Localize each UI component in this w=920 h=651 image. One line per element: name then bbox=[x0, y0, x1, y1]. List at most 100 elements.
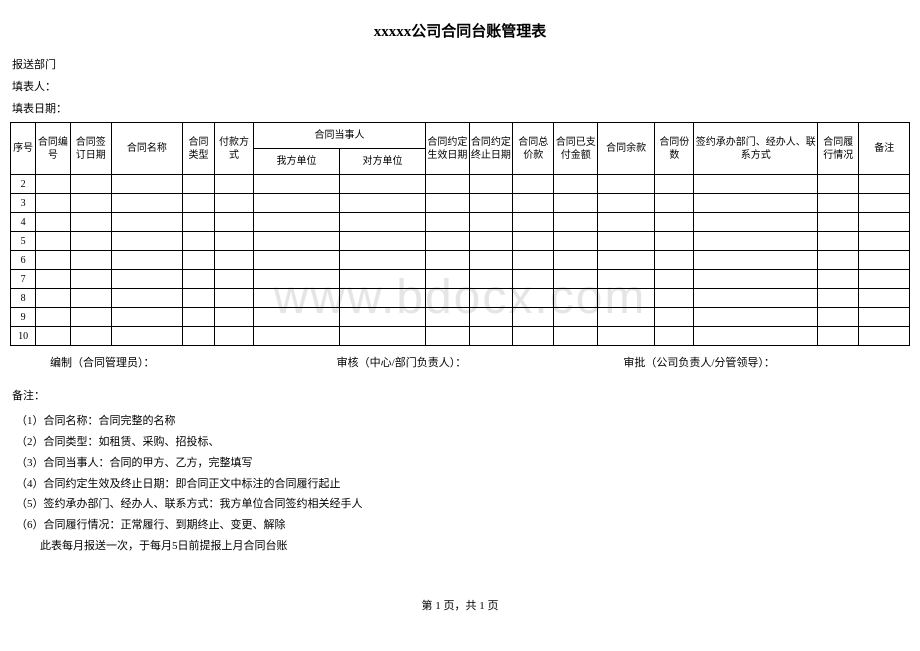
table-cell bbox=[70, 213, 111, 232]
table-cell bbox=[655, 232, 694, 251]
row-seq: 4 bbox=[11, 213, 36, 232]
table-cell bbox=[215, 289, 254, 308]
table-cell bbox=[215, 251, 254, 270]
table-cell bbox=[70, 251, 111, 270]
table-cell bbox=[36, 232, 70, 251]
signature-approved: 审批（公司负责人/分管领导）： bbox=[623, 354, 910, 370]
table-cell bbox=[859, 327, 910, 346]
table-cell bbox=[598, 194, 655, 213]
table-cell bbox=[426, 213, 470, 232]
table-cell bbox=[513, 175, 554, 194]
table-cell bbox=[469, 213, 513, 232]
table-cell bbox=[182, 308, 214, 327]
table-cell bbox=[254, 175, 340, 194]
table-row: 4 bbox=[11, 213, 910, 232]
table-cell bbox=[655, 327, 694, 346]
table-cell bbox=[340, 308, 426, 327]
table-row: 6 bbox=[11, 251, 910, 270]
table-cell bbox=[859, 289, 910, 308]
table-cell bbox=[182, 232, 214, 251]
header-total-amount: 合同总价款 bbox=[513, 123, 554, 175]
table-cell bbox=[254, 308, 340, 327]
header-contract-num: 合同编号 bbox=[36, 123, 70, 175]
table-cell bbox=[340, 270, 426, 289]
table-cell bbox=[469, 308, 513, 327]
note-final: 此表每月报送一次，于每月5日前提报上月合同台账 bbox=[12, 536, 910, 557]
table-cell bbox=[554, 327, 598, 346]
table-row: 7 bbox=[11, 270, 910, 289]
table-cell bbox=[598, 270, 655, 289]
table-cell bbox=[554, 213, 598, 232]
table-cell bbox=[469, 175, 513, 194]
table-cell bbox=[426, 175, 470, 194]
note-item: （6）合同履行情况：正常履行、到期终止、变更、解除 bbox=[12, 515, 910, 536]
table-cell bbox=[818, 270, 859, 289]
preparer-label: 填表人： bbox=[10, 78, 910, 94]
notes-title: 备注： bbox=[12, 386, 910, 407]
header-handler: 签约承办部门、经办人、联系方式 bbox=[694, 123, 818, 175]
table-cell bbox=[859, 175, 910, 194]
table-cell bbox=[36, 327, 70, 346]
table-cell bbox=[36, 308, 70, 327]
table-cell bbox=[818, 289, 859, 308]
table-cell bbox=[426, 232, 470, 251]
table-cell bbox=[469, 289, 513, 308]
fill-date-label: 填表日期： bbox=[10, 100, 910, 116]
note-item: （3）合同当事人：合同的甲方、乙方，完整填写 bbox=[12, 453, 910, 474]
table-cell bbox=[859, 308, 910, 327]
table-cell bbox=[215, 270, 254, 289]
table-cell bbox=[859, 270, 910, 289]
table-cell bbox=[182, 270, 214, 289]
table-cell bbox=[254, 289, 340, 308]
table-cell bbox=[215, 327, 254, 346]
table-cell bbox=[513, 232, 554, 251]
note-item: （4）合同约定生效及终止日期：即合同正文中标注的合同履行起止 bbox=[12, 474, 910, 495]
table-row: 9 bbox=[11, 308, 910, 327]
header-sign-date: 合同签订日期 bbox=[70, 123, 111, 175]
table-cell bbox=[655, 289, 694, 308]
table-cell bbox=[554, 175, 598, 194]
table-cell bbox=[469, 194, 513, 213]
row-seq: 2 bbox=[11, 175, 36, 194]
table-cell bbox=[469, 232, 513, 251]
page-footer: 第 1 页，共 1 页 bbox=[10, 597, 910, 613]
header-copies: 合同份数 bbox=[655, 123, 694, 175]
table-cell bbox=[554, 308, 598, 327]
table-cell bbox=[111, 251, 182, 270]
table-cell bbox=[694, 194, 818, 213]
note-item: （5）签约承办部门、经办人、联系方式：我方单位合同签约相关经手人 bbox=[12, 494, 910, 515]
table-cell bbox=[254, 270, 340, 289]
table-cell bbox=[513, 194, 554, 213]
table-cell bbox=[340, 327, 426, 346]
table-cell bbox=[111, 232, 182, 251]
table-row: 8 bbox=[11, 289, 910, 308]
table-cell bbox=[36, 289, 70, 308]
table-cell bbox=[513, 289, 554, 308]
table-cell bbox=[513, 308, 554, 327]
table-cell bbox=[818, 251, 859, 270]
table-row: 2 bbox=[11, 175, 910, 194]
table-cell bbox=[598, 175, 655, 194]
table-cell bbox=[215, 194, 254, 213]
table-cell bbox=[340, 232, 426, 251]
header-balance: 合同余款 bbox=[598, 123, 655, 175]
table-cell bbox=[36, 175, 70, 194]
table-cell bbox=[513, 251, 554, 270]
table-cell bbox=[70, 270, 111, 289]
table-cell bbox=[554, 194, 598, 213]
table-cell bbox=[598, 327, 655, 346]
table-cell bbox=[182, 175, 214, 194]
table-cell bbox=[694, 213, 818, 232]
table-cell bbox=[655, 251, 694, 270]
table-cell bbox=[513, 213, 554, 232]
header-paid-amount: 合同已支付金额 bbox=[554, 123, 598, 175]
table-cell bbox=[254, 213, 340, 232]
header-other-unit: 对方单位 bbox=[340, 149, 426, 175]
table-cell bbox=[111, 175, 182, 194]
table-cell bbox=[70, 232, 111, 251]
table-cell bbox=[111, 327, 182, 346]
table-cell bbox=[469, 270, 513, 289]
table-cell bbox=[655, 308, 694, 327]
row-seq: 9 bbox=[11, 308, 36, 327]
table-row: 5 bbox=[11, 232, 910, 251]
